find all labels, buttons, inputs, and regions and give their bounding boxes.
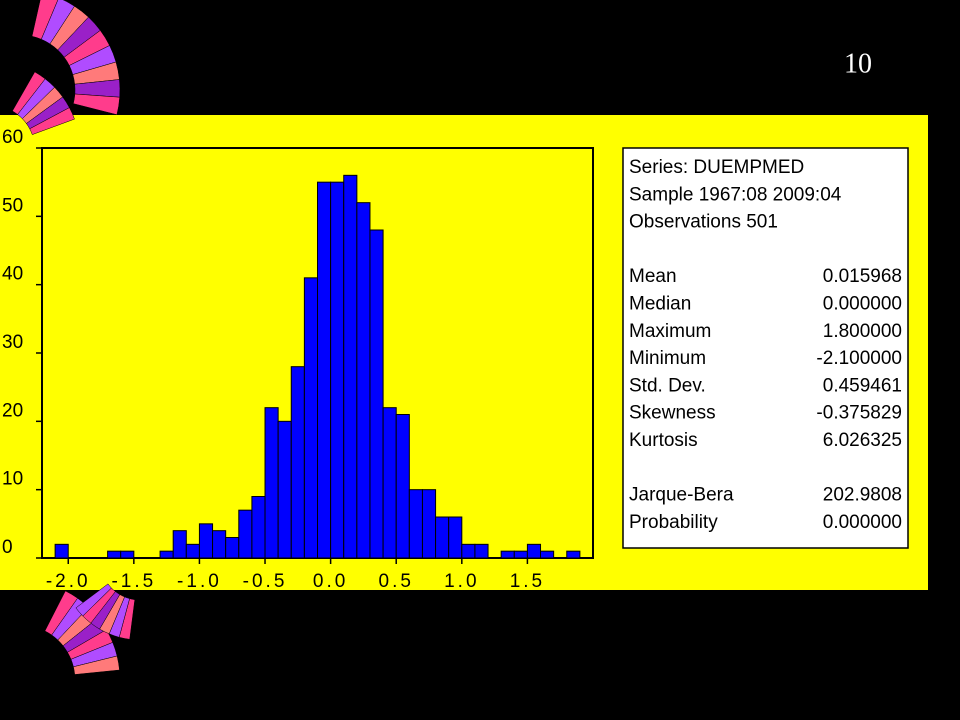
slide-number: 10 (844, 48, 872, 79)
stat-value: -2.100000 (816, 348, 902, 369)
stats-box (622, 147, 909, 549)
bar (303, 277, 318, 559)
bar (395, 414, 410, 559)
stat-label: Median (629, 294, 691, 315)
stats-line: Sample 1967:08 2009:04 (629, 184, 842, 205)
stat-value: 0.015968 (823, 266, 902, 287)
bar (330, 181, 345, 559)
bar (317, 181, 332, 559)
y-tick-label: 10 (2, 469, 23, 490)
fan-segment (31, 0, 59, 40)
bar (513, 550, 528, 559)
y-tick-label: 40 (2, 264, 23, 285)
bar (185, 543, 200, 559)
bar (448, 516, 463, 559)
fan-segment (75, 583, 112, 617)
bar (461, 543, 476, 559)
bar (369, 229, 384, 559)
bar (198, 523, 214, 559)
bar (408, 489, 423, 559)
bar (526, 543, 542, 559)
bar (172, 530, 187, 559)
stat-label: Probability (629, 512, 718, 533)
stat-value: -0.375829 (816, 403, 902, 424)
stat-value: 0.000000 (823, 294, 902, 315)
bar (277, 420, 292, 559)
stat-label: Std. Dev. (629, 375, 706, 396)
stat-label: Jarque-Bera (629, 485, 734, 506)
stats-line: Series: DUEMPMED (629, 157, 804, 178)
bar (107, 550, 122, 559)
bar (251, 496, 266, 559)
bar (159, 550, 174, 559)
y-tick-label: 20 (2, 400, 23, 421)
y-tick-label: 0 (2, 537, 13, 558)
bar (212, 530, 227, 559)
bar (238, 509, 253, 559)
bar (343, 174, 358, 559)
y-tick-label: 50 (2, 195, 23, 216)
stat-value: 6.026325 (823, 430, 902, 451)
y-tick-label: 30 (2, 332, 23, 353)
decoration (12, 0, 136, 675)
stat-label: Kurtosis (629, 430, 698, 451)
fan-segment (72, 93, 120, 116)
bar (264, 407, 279, 559)
stat-label: Mean (629, 266, 677, 287)
bar (382, 407, 397, 559)
bar (54, 543, 69, 559)
stat-label: Minimum (629, 348, 706, 369)
stat-label: Maximum (629, 321, 711, 342)
stats-line: Observations 501 (629, 212, 778, 233)
bar (540, 550, 555, 559)
x-tick-label: 0.5 (379, 571, 414, 592)
x-tick-label: -0.5 (243, 571, 288, 592)
bar (566, 550, 581, 559)
x-tick-label: 1.0 (444, 571, 479, 592)
x-tick-label: -1.0 (177, 571, 222, 592)
fan-segment (73, 655, 120, 675)
stat-value: 1.800000 (823, 321, 902, 342)
bar (500, 550, 515, 559)
bar (421, 489, 437, 559)
bar (120, 550, 135, 559)
stat-value: 0.459461 (823, 375, 902, 396)
stat-value: 202.9808 (823, 485, 902, 506)
histogram: 0 10 20 30 40 50 60 -2.0 -1.5 -1.0 -0.5 0.0 0.5 1.0 1.… (2, 127, 594, 592)
fan-segment (29, 107, 75, 135)
stat-value: 0.000000 (823, 512, 902, 533)
bar (225, 537, 240, 559)
bar (356, 202, 371, 559)
x-tick-label: -1.5 (111, 571, 156, 592)
bar (290, 366, 305, 559)
bar (474, 543, 489, 559)
x-tick-label: 0.0 (313, 571, 348, 592)
x-tick-label: 1.5 (510, 571, 545, 592)
stats: Series: DUEMPMED Sample 1967:08 2009:04 Ob… (629, 157, 902, 533)
stat-label: Skewness (629, 403, 716, 424)
x-tick-label: -2.0 (46, 571, 91, 592)
y-tick-label: 60 (2, 127, 23, 148)
bar (435, 516, 450, 559)
